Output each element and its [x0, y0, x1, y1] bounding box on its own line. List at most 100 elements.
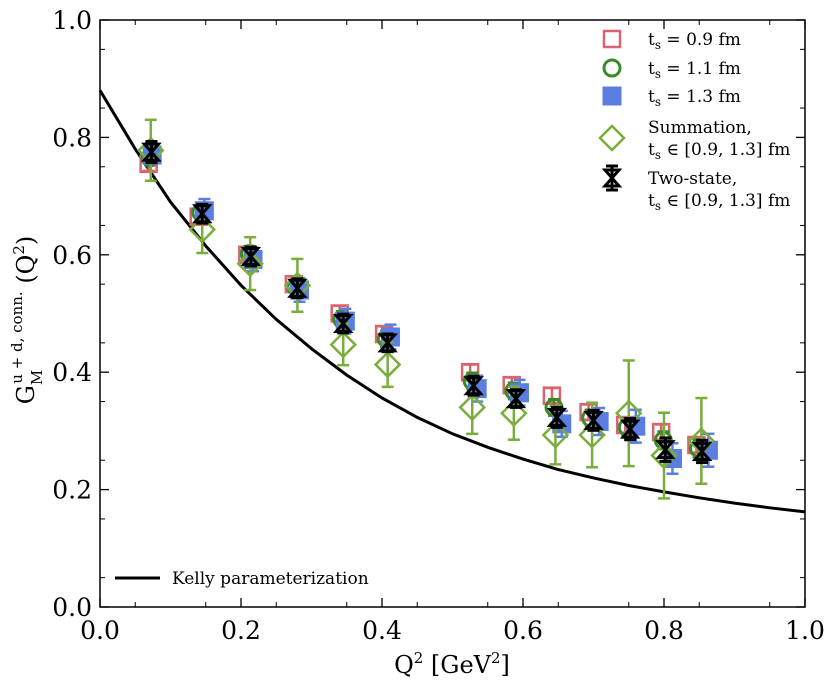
marker-open-square	[542, 386, 562, 405]
legend-entry-summation: Summation,ts ∈ [0.9, 1.3] fm	[598, 118, 790, 162]
marker-hourglass	[141, 142, 162, 162]
legend-rest: ∈ [0.9, 1.3] fm	[661, 140, 790, 160]
marker-hourglass	[546, 407, 568, 427]
marker-hourglass	[691, 441, 713, 461]
legend-t: t	[648, 191, 655, 211]
legend-label-line1: ts = 1.3 fm	[648, 87, 741, 109]
marker-open-diamond	[650, 441, 678, 470]
data-point	[329, 330, 357, 359]
legend-t: t	[648, 30, 655, 50]
kelly-curve	[98, 89, 806, 514]
data-points-layer	[136, 118, 718, 500]
legend-entry-twostate: Two-state,ts ∈ [0.9, 1.3] fm	[601, 164, 790, 213]
marker-hourglass	[240, 247, 262, 267]
x-tick-label: 0.6	[503, 616, 543, 645]
legend-label-line1: ts = 0.9 fm	[648, 30, 741, 52]
marker-hourglass	[463, 376, 484, 396]
marker-hourglass	[332, 313, 354, 333]
data-point	[332, 313, 354, 333]
kelly-curve-layer	[98, 89, 806, 514]
series-twostate	[141, 140, 713, 465]
y-axis-title-arg-close: )	[12, 236, 40, 245]
legend-sub: s	[655, 148, 661, 162]
legend-label-line2: ts ∈ [0.9, 1.3] fm	[648, 191, 790, 213]
legend-label-line1: ts = 1.1 fm	[648, 59, 741, 81]
legend-rest: = 1.3 fm	[661, 87, 741, 107]
legend-label-line1: Summation,	[648, 118, 752, 138]
legend-entry-ts13: ts = 1.3 fm	[602, 86, 741, 109]
data-point	[619, 419, 641, 439]
marker-open-diamond	[329, 330, 357, 359]
y-tick-label: 0.4	[52, 358, 92, 387]
data-point	[541, 421, 570, 449]
marker-open-diamond	[598, 124, 626, 152]
marker-hourglass	[655, 440, 676, 460]
x-axis-title-q: Q	[394, 651, 414, 679]
legend-t: t	[648, 140, 655, 160]
data-point	[463, 376, 484, 396]
marker-hourglass	[377, 333, 398, 353]
legend-entry-ts09: ts = 0.9 fm	[602, 29, 741, 52]
data-point	[141, 142, 162, 162]
data-point	[500, 399, 528, 428]
y-axis-title-g: G	[12, 385, 40, 404]
x-axis-title: Q2 [GeV2]	[394, 649, 510, 679]
marker-filled-square	[602, 86, 622, 106]
marker-hourglass	[583, 410, 604, 430]
marker-hourglass	[619, 419, 641, 439]
marker-hourglass	[191, 204, 213, 224]
data-point	[240, 247, 262, 267]
data-point	[505, 389, 527, 409]
marker-open-diamond	[188, 215, 216, 244]
data-point	[542, 386, 562, 405]
y-tick-label: 0.8	[52, 123, 92, 152]
legend-label-line1: Two-state,	[648, 169, 737, 189]
series-summation	[136, 118, 716, 500]
y-tick-label: 0.0	[52, 593, 92, 622]
x-axis-title-unit: [GeV	[423, 651, 491, 679]
legend-entry-kelly: Kelly parameterization	[115, 569, 369, 589]
marker-open-diamond	[578, 421, 606, 449]
y-axis-title: GMu + d, conn. (Q2)	[8, 236, 46, 405]
y-axis-title-text: GMu + d, conn. (Q2)	[8, 236, 46, 405]
x-axis-title-sup: 2	[414, 649, 424, 667]
data-point	[655, 440, 676, 460]
data-point	[650, 441, 678, 470]
marker-open-circle	[602, 58, 622, 78]
data-point	[691, 441, 713, 461]
x-tick-label: 1.0	[785, 616, 825, 645]
legend-rest: = 1.1 fm	[661, 59, 741, 79]
legend-sub: s	[655, 67, 661, 81]
legend-kelly-label: Kelly parameterization	[172, 569, 369, 589]
marker-open-diamond	[236, 249, 264, 278]
x-tick-label: 0.8	[644, 616, 684, 645]
x-tick-label: 0.4	[362, 616, 402, 645]
legend-sub: s	[655, 199, 661, 213]
marker-open-square	[602, 29, 622, 49]
data-point	[287, 278, 308, 298]
x-tick-label: 0.0	[80, 616, 120, 645]
legend-sub: s	[655, 95, 661, 109]
data-point	[373, 350, 402, 379]
legend-rest: = 0.9 fm	[661, 30, 741, 50]
marker-open-diamond	[500, 399, 528, 428]
data-point	[583, 410, 604, 430]
y-tick-label: 0.2	[52, 476, 92, 505]
y-tick-label: 0.6	[52, 241, 92, 270]
series-ts11	[140, 148, 709, 459]
legend-t: t	[648, 87, 655, 107]
legend-sub: s	[655, 38, 661, 52]
marker-hourglass	[287, 278, 308, 298]
legend-label-line2: ts ∈ [0.9, 1.3] fm	[648, 140, 790, 162]
data-point	[377, 333, 398, 353]
y-axis-title-arg-sup: 2	[10, 245, 28, 255]
legend-entry-ts11: ts = 1.1 fm	[602, 58, 741, 81]
data-point	[236, 249, 264, 278]
x-tick-label: 0.2	[221, 616, 261, 645]
legend-rest: ∈ [0.9, 1.3] fm	[661, 191, 790, 211]
data-point	[458, 393, 487, 422]
y-axis-title-sub: M	[28, 370, 46, 385]
marker-open-diamond	[541, 421, 570, 449]
